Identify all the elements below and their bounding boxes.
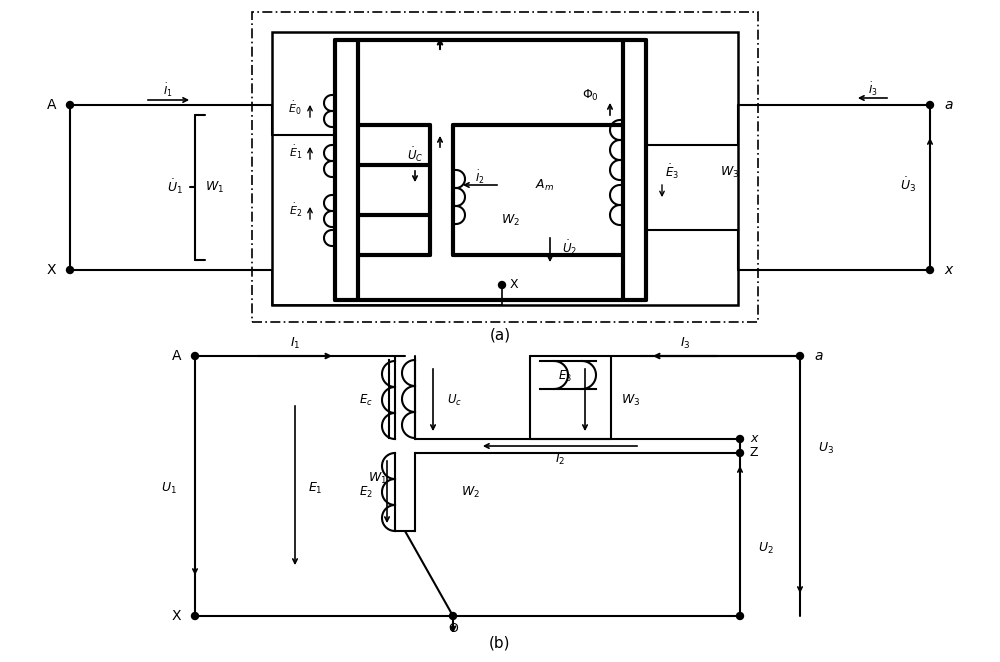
- Circle shape: [192, 352, 198, 359]
- Text: $\dot{U}_1$: $\dot{U}_1$: [167, 177, 183, 197]
- Text: x: x: [944, 263, 952, 277]
- Text: $W_3$: $W_3$: [720, 164, 740, 179]
- Text: $I_3$: $I_3$: [680, 336, 690, 351]
- Text: $E_2$: $E_2$: [359, 485, 373, 500]
- Text: $\dot{I}_2$: $\dot{I}_2$: [475, 168, 485, 185]
- Text: (a): (a): [489, 328, 511, 342]
- Circle shape: [192, 612, 198, 620]
- Circle shape: [736, 436, 744, 442]
- Text: X: X: [172, 609, 181, 623]
- Circle shape: [66, 267, 74, 273]
- Bar: [252, 12, 758, 322]
- Text: $W_3$: $W_3$: [621, 393, 641, 408]
- Text: A: A: [46, 98, 56, 112]
- Text: $\dot{E}_3$: $\dot{E}_3$: [665, 163, 679, 181]
- Text: $\dot{E}_0$: $\dot{E}_0$: [288, 99, 302, 117]
- Text: $\dot{U}_3$: $\dot{U}_3$: [900, 175, 916, 195]
- Text: (b): (b): [489, 636, 511, 651]
- Text: $\Phi_0$: $\Phi_0$: [582, 87, 598, 103]
- Text: $U_2$: $U_2$: [758, 540, 774, 555]
- Circle shape: [498, 281, 506, 289]
- Text: O: O: [448, 622, 458, 634]
- Text: $\dot{E}_1$: $\dot{E}_1$: [289, 144, 302, 161]
- Text: $\dot{E}_2$: $\dot{E}_2$: [289, 201, 302, 218]
- Text: $A_m$: $A_m$: [535, 177, 555, 193]
- Text: X: X: [46, 263, 56, 277]
- Text: x: x: [750, 432, 757, 446]
- Text: $I_1$: $I_1$: [290, 336, 300, 351]
- Circle shape: [926, 267, 934, 273]
- Circle shape: [736, 449, 744, 457]
- Text: $E_c$: $E_c$: [359, 393, 373, 408]
- Text: $I_2$: $I_2$: [555, 451, 565, 467]
- Circle shape: [736, 612, 744, 620]
- Text: $E_1$: $E_1$: [308, 481, 323, 496]
- Text: $\dot{I}_3$: $\dot{I}_3$: [868, 81, 878, 97]
- Text: X: X: [510, 279, 519, 291]
- Text: $U_c$: $U_c$: [447, 393, 462, 408]
- Text: $W_1$: $W_1$: [368, 471, 388, 485]
- Text: Z: Z: [750, 446, 759, 459]
- Text: $\dot{U}_2$: $\dot{U}_2$: [562, 239, 577, 258]
- Text: $\dot{I}_1$: $\dot{I}_1$: [163, 81, 173, 99]
- Text: $E_3$: $E_3$: [558, 369, 572, 383]
- Text: a: a: [814, 349, 822, 363]
- Text: A: A: [172, 349, 181, 363]
- Text: $U_1$: $U_1$: [161, 481, 177, 496]
- Text: a: a: [944, 98, 952, 112]
- Circle shape: [66, 101, 74, 109]
- Text: $U_3$: $U_3$: [818, 440, 834, 455]
- Text: $W_1$: $W_1$: [205, 179, 225, 195]
- Text: $\dot{U}_C$: $\dot{U}_C$: [407, 146, 423, 164]
- Circle shape: [450, 612, 456, 620]
- Circle shape: [796, 352, 804, 359]
- Circle shape: [926, 101, 934, 109]
- Bar: [272, 32, 738, 305]
- Text: $W_2$: $W_2$: [501, 213, 519, 228]
- Text: $W_2$: $W_2$: [461, 485, 479, 500]
